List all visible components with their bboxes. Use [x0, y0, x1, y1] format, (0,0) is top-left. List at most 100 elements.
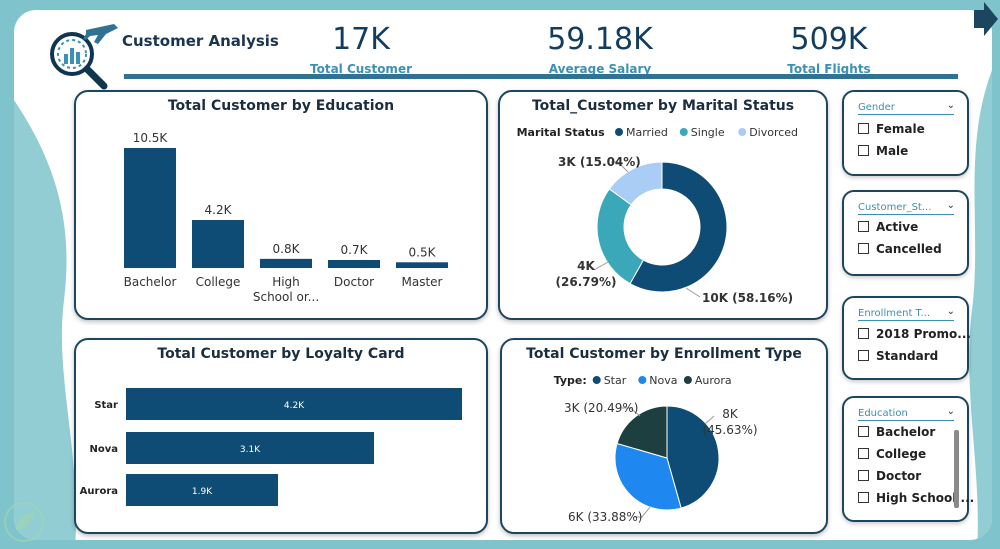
legend-entry: Aurora — [695, 374, 732, 387]
chevron-down-icon[interactable]: ⌄ — [946, 200, 955, 211]
bar-value-label: 4.2K — [284, 401, 305, 411]
enrollment-type-slicer[interactable]: Enrollment T... ⌄ 2018 Promo... Standard — [842, 296, 971, 380]
category-label: Doctor — [334, 275, 374, 289]
pie-slice — [666, 405, 720, 509]
checkbox[interactable] — [858, 243, 869, 254]
slice-label: 6K (33.88%) — [568, 510, 642, 524]
bar-value-label: 10.5K — [133, 131, 169, 145]
donut-slice — [629, 161, 728, 293]
gender-slicer[interactable]: Gender ⌄ Female Male — [842, 90, 969, 176]
checkbox[interactable] — [858, 145, 869, 156]
checkbox[interactable] — [858, 470, 869, 481]
kpi-label: Total Customer — [310, 62, 412, 76]
enrollment-chart: Type: Star Nova Aurora 8K (45.63%) 6K (33.88%)… — [554, 374, 758, 524]
kpi-value: 17K — [332, 22, 390, 57]
chevron-down-icon[interactable]: ⌄ — [946, 406, 955, 417]
legend-entry: Married — [626, 126, 668, 139]
slice-label: 4K (26.79%) — [556, 259, 617, 289]
slicer-option-female[interactable]: Female — [858, 122, 925, 136]
option-label: 2018 Promo... — [876, 327, 971, 341]
checkbox[interactable] — [858, 492, 869, 503]
chevron-down-icon[interactable]: ⌄ — [946, 100, 955, 111]
legend-entry: Divorced — [749, 126, 798, 139]
loyalty-bar — [126, 432, 374, 464]
legend-marker — [683, 376, 692, 384]
kpi-total-flights: 509K Total Flights — [744, 22, 914, 76]
slicer-option-cancelled[interactable]: Cancelled — [858, 242, 942, 256]
category-label: College — [196, 275, 241, 289]
loyalty-chart-title: Total Customer by Loyalty Card — [157, 346, 405, 362]
slicer-title: Gender — [858, 102, 954, 115]
legend-marker — [615, 128, 623, 136]
option-label: Active — [876, 220, 919, 234]
next-page-arrow-icon[interactable] — [972, 2, 998, 36]
checkbox[interactable] — [858, 448, 869, 459]
bar-value-label: 0.5K — [409, 245, 437, 259]
legend-marker — [738, 128, 747, 136]
loyalty-chart: 4.2K Star 3.1K Nova 1.9K Aurora — [80, 388, 462, 506]
analytics-logo-icon — [50, 24, 118, 90]
checkbox[interactable] — [858, 328, 869, 339]
checkbox[interactable] — [858, 350, 869, 361]
checkbox[interactable] — [858, 221, 869, 232]
legend-marker — [638, 376, 647, 384]
slicer-option-doctor[interactable]: Doctor — [858, 469, 921, 483]
education-bar — [328, 260, 380, 268]
legend-marker — [592, 376, 601, 384]
checkbox[interactable] — [858, 426, 869, 437]
education-slicer[interactable]: Education ⌄ Bachelor College Doctor High… — [842, 396, 974, 522]
slicer-title: Enrollment T... — [858, 308, 954, 321]
bar-value-label: 1.9K — [192, 487, 213, 497]
education-chart-card: Total Customer by Education 10.5K Bachelo… — [74, 90, 488, 320]
slicer-option-bachelor[interactable]: Bachelor — [858, 425, 935, 439]
watermark-logo-icon — [4, 502, 44, 542]
scrollbar[interactable] — [954, 430, 959, 508]
category-label: Bachelor — [124, 275, 177, 289]
education-bar — [260, 258, 312, 268]
bar-value-label: 0.8K — [273, 242, 301, 256]
slice-label: 8K (45.63%) — [702, 407, 757, 437]
donut-slice — [608, 161, 663, 206]
education-chart: 10.5K Bachelor 4.2K College 0.8K High School o… — [124, 131, 448, 304]
education-bar — [396, 262, 448, 268]
option-label: Female — [876, 122, 925, 136]
legend-entry: Single — [691, 126, 725, 139]
kpi-label: Average Salary — [548, 62, 652, 76]
option-label: Male — [876, 144, 909, 158]
slicer-option-standard[interactable]: Standard — [858, 349, 938, 363]
checkbox[interactable] — [858, 123, 869, 134]
customer-status-slicer[interactable]: Customer_St... ⌄ Active Cancelled — [842, 190, 969, 276]
left-wave-decoration — [14, 100, 76, 540]
category-label: Star — [94, 400, 118, 411]
leader-line — [685, 287, 701, 298]
option-label: College — [876, 447, 927, 461]
leader-line — [634, 506, 651, 518]
legend-entry: Star — [604, 374, 627, 387]
slice-label: 10K (58.16%) — [702, 291, 793, 305]
chevron-down-icon[interactable]: ⌄ — [946, 306, 955, 317]
slicer-title: Customer_St... — [858, 202, 954, 215]
bar-value-label: 3.1K — [240, 445, 261, 455]
category-label: Master — [402, 275, 443, 289]
legend-title: Type: — [554, 374, 587, 387]
bar-value-label: 0.7K — [341, 243, 369, 257]
right-wave-decoration — [969, 70, 992, 540]
option-label: High School ... — [876, 491, 975, 505]
slicer-option-2018-promo[interactable]: 2018 Promo... — [858, 327, 971, 341]
legend-marker — [679, 128, 688, 136]
loyalty-bar — [126, 388, 462, 420]
slicer-option-active[interactable]: Active — [858, 220, 918, 234]
slicer-option-high-school[interactable]: High School ... — [858, 491, 974, 505]
kpi-value: 59.18K — [547, 22, 653, 57]
slicer-option-college[interactable]: College — [858, 447, 926, 461]
kpi-average-salary: 59.18K Average Salary — [515, 22, 685, 76]
loyalty-chart-card: Total Customer by Loyalty Card 4.2K Star 3… — [74, 338, 488, 534]
kpi-value: 509K — [790, 22, 868, 57]
page-title: Customer Analysis — [122, 32, 279, 50]
slicer-option-male[interactable]: Male — [858, 144, 908, 158]
slice-label: 3K (20.49%) — [564, 401, 638, 415]
leader-line — [704, 415, 715, 425]
donut-slice — [596, 188, 645, 285]
loyalty-bar — [126, 474, 278, 506]
category-label: High School or... — [253, 275, 319, 304]
